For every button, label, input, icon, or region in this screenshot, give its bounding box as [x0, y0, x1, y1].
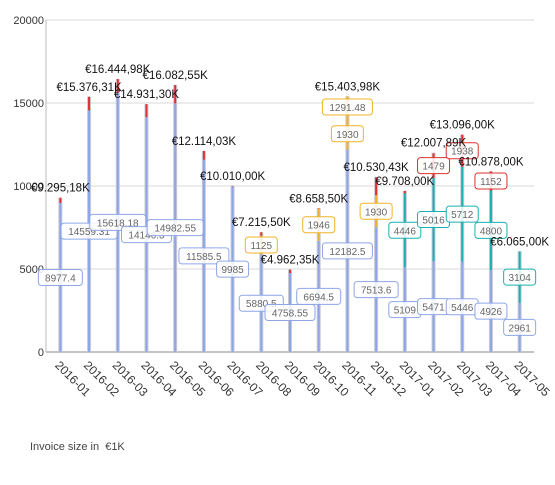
y-tick-label: 20000: [13, 15, 44, 27]
data-label: 4758.55: [272, 309, 309, 320]
total-label: €12.114,03K: [172, 136, 237, 148]
data-label-box: [445, 142, 479, 160]
data-label-box: [264, 304, 316, 322]
data-label: 1946: [308, 221, 331, 232]
data-label: 8977.4: [45, 273, 76, 284]
data-label-box: [359, 202, 393, 220]
data-label: 14982.55: [154, 224, 196, 235]
data-label: 4926: [480, 307, 503, 318]
data-label-box: [178, 247, 230, 265]
data-label: 1930: [365, 207, 388, 218]
data-label: 15618.18: [97, 218, 139, 229]
bar-segment: [231, 185, 234, 187]
data-label: 5471: [422, 303, 445, 314]
data-label: 2961: [509, 323, 532, 334]
data-label-box: [388, 221, 422, 239]
data-label: 7513.6: [361, 286, 392, 297]
data-label: 4446: [394, 226, 417, 237]
total-label: €15.376,31K: [56, 82, 122, 94]
data-label: 11585.5: [186, 252, 222, 263]
total-label: €10.878,00K: [458, 156, 524, 168]
data-label-box: [503, 268, 537, 286]
data-label: 1938: [451, 147, 474, 158]
bar-segment: [145, 104, 148, 118]
data-label: 6694.5: [303, 292, 334, 303]
data-label: 12182.5: [329, 247, 366, 258]
data-label: 14559.31: [68, 227, 110, 238]
data-label: 5016: [422, 216, 445, 227]
bar-segment: [59, 197, 62, 203]
bar-segment: [289, 269, 291, 274]
total-label: €10.530,43K: [344, 162, 410, 174]
data-label-box: [216, 260, 250, 278]
total-label: €16.082,55K: [143, 70, 209, 82]
data-label-box: [503, 318, 537, 336]
data-label: 14146.3: [128, 231, 165, 242]
data-label: 3104: [509, 273, 532, 284]
data-label-box: [417, 157, 451, 175]
y-tick-label: 10000: [13, 181, 44, 193]
total-label: €9.708,00K: [375, 176, 434, 188]
data-label-box: [296, 287, 342, 305]
bar-segment: [116, 79, 119, 93]
total-label: €14.931,30K: [114, 89, 180, 101]
total-label: €6.065,00K: [490, 236, 549, 248]
total-label: €16.444,98K: [85, 64, 151, 76]
data-label: 5712: [451, 210, 474, 221]
data-label-box: [330, 125, 364, 143]
data-label: 9985: [221, 265, 244, 276]
total-label: €10.010,00K: [200, 171, 266, 183]
bar-segment: [375, 177, 378, 196]
total-label: €15.403,98K: [315, 81, 381, 93]
data-label-box: [445, 205, 479, 223]
data-label-box: [474, 221, 508, 239]
data-label-box: [146, 219, 204, 237]
total-label: €4.962,35K: [261, 255, 320, 267]
bar-segment: [174, 85, 177, 104]
data-label-box: [37, 268, 83, 286]
data-label-box: [244, 236, 278, 254]
bar-segment: [260, 232, 263, 236]
data-label: 1930: [336, 130, 359, 141]
bar-segment: [403, 190, 406, 194]
data-label-box: [474, 302, 508, 320]
bar-segment: [88, 96, 91, 111]
data-label: 4800: [480, 226, 503, 237]
data-label: 1479: [422, 162, 445, 173]
data-label: 5446: [451, 303, 474, 314]
total-label: €7.215,50K: [232, 217, 291, 229]
data-label: 1291.48: [329, 103, 366, 114]
data-label-box: [353, 281, 399, 299]
total-label: €13.096,00K: [430, 120, 496, 132]
total-label: €9.295,18K: [31, 183, 90, 195]
data-label-box: [321, 242, 373, 260]
total-label: €8.658,50K: [289, 193, 348, 205]
bar-segment: [202, 150, 205, 160]
chart-footnote: Invoice size in €1K: [30, 441, 125, 453]
data-label: 1125: [251, 241, 273, 252]
data-label-box: [474, 172, 508, 190]
y-tick-label: 15000: [13, 98, 44, 110]
data-label-box: [321, 98, 373, 116]
data-label: 5109: [394, 306, 417, 317]
data-label: 1152: [480, 177, 502, 188]
bar-segment: [317, 208, 320, 209]
y-tick-label: 0: [38, 347, 44, 359]
data-label: 5880.5: [246, 299, 277, 310]
data-label-box: [302, 216, 336, 234]
total-label: €12.007,89K: [401, 138, 467, 150]
